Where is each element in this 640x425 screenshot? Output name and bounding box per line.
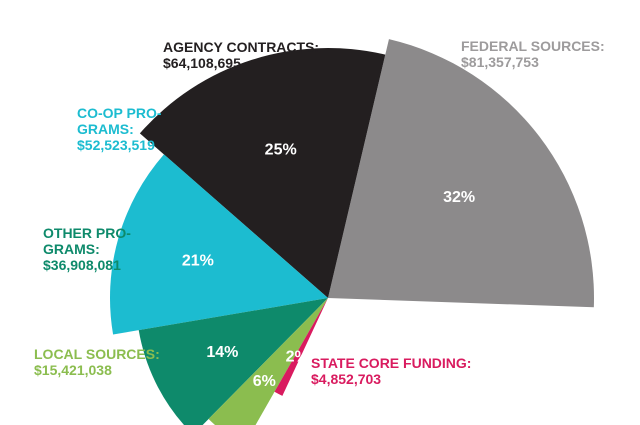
- slice-name-other-programs-line1: OTHER PRO-: [43, 225, 131, 241]
- slice-amount-state-core-funding: $4,852,703: [311, 371, 382, 387]
- percent-label-state-core-funding: 2%: [286, 349, 309, 366]
- percent-label-other-pro-grams: 14%: [206, 344, 238, 361]
- slice-name-federal-sources: FEDERAL SOURCES:: [461, 38, 605, 54]
- slice-amount-other-programs: $36,908,081: [43, 257, 121, 273]
- label-other-programs: OTHER PRO- GRAMS: $36,908,081: [43, 225, 131, 273]
- slice-name-co-op-programs-line1: CO-OP PRO-: [77, 105, 162, 121]
- slice-agency-contracts: [139, 47, 386, 298]
- slice-federal-sources: [328, 39, 595, 308]
- slice-amount-local-sources: $15,421,038: [34, 362, 112, 378]
- slice-amount-agency-contracts: $64,108,695: [163, 55, 241, 71]
- percent-label-agency-contracts: 25%: [265, 142, 297, 159]
- slice-amount-co-op-programs: $52,523,519: [77, 137, 155, 153]
- percent-label-co-op-pro-grams: 21%: [182, 253, 214, 270]
- slice-name-agency-contracts: AGENCY CONTRACTS:: [163, 39, 320, 55]
- label-agency-contracts: AGENCY CONTRACTS: $64,108,695: [163, 39, 319, 71]
- slice-name-co-op-programs-line2: GRAMS:: [77, 121, 134, 137]
- label-local-sources: LOCAL SOURCES: $15,421,038: [34, 346, 160, 378]
- percent-label-federal-sources: 32%: [443, 189, 475, 206]
- slice-name-other-programs-line2: GRAMS:: [43, 241, 100, 257]
- label-co-op-programs: CO-OP PRO- GRAMS: $52,523,519: [77, 105, 162, 153]
- label-federal-sources: FEDERAL SOURCES: $81,357,753: [461, 38, 605, 70]
- slice-state-core-funding: [274, 298, 328, 396]
- percent-label-local-sources: 6%: [253, 373, 276, 390]
- slice-amount-federal-sources: $81,357,753: [461, 54, 539, 70]
- slice-name-local-sources: LOCAL SOURCES:: [34, 346, 160, 362]
- slice-local-sources: [208, 298, 328, 425]
- slice-co-op-pro-grams: [109, 154, 328, 335]
- slice-other-pro-grams: [138, 298, 328, 425]
- slice-name-state-core-funding: STATE CORE FUNDING:: [311, 355, 472, 371]
- label-state-core-funding: STATE CORE FUNDING: $4,852,703: [311, 355, 471, 387]
